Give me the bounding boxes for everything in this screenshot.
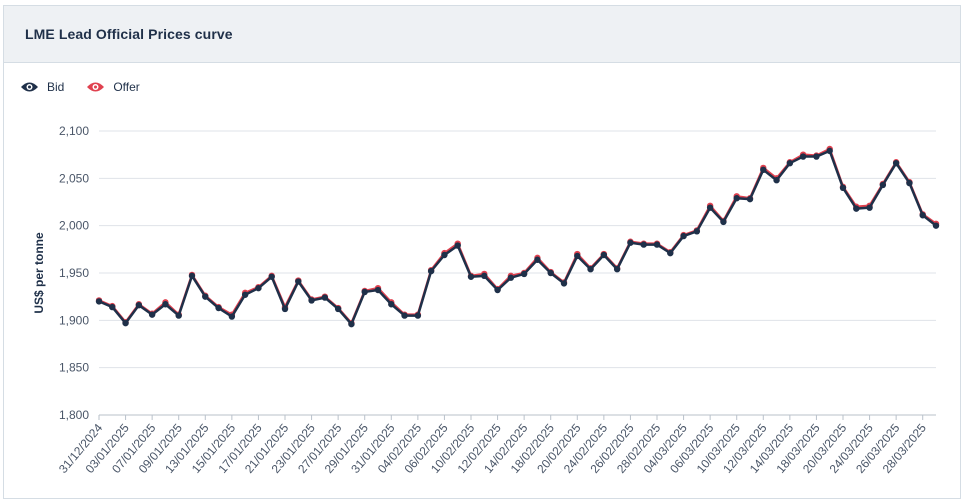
data-point-bid[interactable] [653,241,661,248]
data-point-bid[interactable] [906,179,913,187]
data-point-bid[interactable] [574,252,581,260]
data-point-bid[interactable] [640,241,647,248]
data-point-bid[interactable] [786,159,794,167]
y-tick-label: 1,950 [59,266,89,280]
data-point-bid[interactable] [481,272,488,280]
data-point-bid[interactable] [560,280,568,287]
data-point-bid[interactable] [746,195,754,203]
data-point-bid[interactable] [534,256,541,263]
data-point-bid[interactable] [613,266,621,273]
data-point-bid[interactable] [693,228,701,235]
data-point-bid[interactable] [268,273,275,280]
data-point-bid[interactable] [853,205,860,212]
data-point-bid[interactable] [427,267,435,275]
legend-label-bid: Bid [47,80,65,94]
series-bid [95,147,940,328]
data-point-bid[interactable] [454,242,461,249]
series-line-bid [98,149,937,326]
series-offer [95,145,940,327]
data-point-bid[interactable] [507,274,515,281]
data-point-bid[interactable] [520,270,528,278]
data-point-bid[interactable] [932,222,940,229]
data-point-bid[interactable] [799,153,807,160]
data-point-bid[interactable] [202,293,209,300]
y-tick-label: 1,800 [59,408,89,422]
series-layer [95,145,940,328]
data-point-bid[interactable] [760,166,767,174]
y-axis-title: US$ per tonne [32,232,46,314]
legend-item-offer[interactable]: Offer [86,80,140,94]
data-point-bid[interactable] [281,305,289,313]
chart-title: LME Lead Official Prices curve [25,26,233,42]
series-line-offer [98,147,937,325]
data-point-bid[interactable] [773,177,780,184]
gridlines [99,130,936,416]
data-point-bid[interactable] [241,291,249,298]
data-point-bid[interactable] [494,286,501,294]
chart-card: LME Lead Official Prices curve [3,5,961,499]
data-point-bid[interactable] [720,218,727,226]
data-point-bid[interactable] [667,249,674,257]
data-point-bid[interactable] [879,181,887,189]
data-point-bid[interactable] [680,232,687,240]
data-point-bid[interactable] [441,251,448,259]
data-point-bid[interactable] [467,273,475,280]
data-point-bid[interactable] [148,311,156,318]
data-point-bid[interactable] [401,312,408,319]
data-point-bid[interactable] [334,305,342,313]
y-tick-label: 1,900 [59,313,89,327]
y-axis-ticks: 1,800 1,850 1,900 1,950 2,000 2,050 2,100 [59,124,89,422]
y-tick-label: 2,050 [59,171,89,185]
data-point-bid[interactable] [547,269,554,277]
data-point-bid[interactable] [95,298,103,305]
data-point-bid[interactable] [295,278,302,285]
data-point-bid[interactable] [255,284,262,292]
legend-label-offer: Offer [113,80,140,94]
data-point-bid[interactable] [109,303,116,311]
data-point-bid[interactable] [135,301,143,309]
y-tick-label: 1,850 [59,361,89,375]
data-point-bid[interactable] [308,297,315,304]
data-point-bid[interactable] [733,195,740,202]
legend-item-bid[interactable]: Bid [20,80,64,94]
y-tick-label: 2,100 [59,124,89,138]
data-point-bid[interactable] [892,159,900,167]
data-point-bid[interactable] [826,147,833,155]
data-point-bid[interactable] [813,153,820,160]
card-header: LME Lead Official Prices curve [4,6,960,63]
data-point-bid[interactable] [706,204,714,211]
eye-icon [21,82,38,92]
data-point-bid[interactable] [374,286,382,294]
data-point-bid[interactable] [188,272,196,280]
x-axis-ticks: 31/12/202403/01/202507/01/202509/01/2025… [56,415,929,476]
data-point-bid[interactable] [321,294,329,301]
legend: Bid Offer [20,80,162,94]
data-point-bid[interactable] [388,301,395,308]
data-point-bid[interactable] [919,212,926,219]
data-point-bid[interactable] [600,251,608,259]
data-point-bid[interactable] [361,288,368,296]
data-point-bid[interactable] [627,239,634,246]
data-point-bid[interactable] [122,319,129,327]
data-point-bid[interactable] [839,184,847,191]
eye-icon [87,82,105,92]
data-point-bid[interactable] [348,320,355,328]
data-point-bid[interactable] [215,304,222,312]
y-tick-label: 2,000 [59,219,89,233]
data-point-bid[interactable] [175,312,182,319]
data-point-bid[interactable] [162,301,169,308]
data-point-bid[interactable] [866,204,873,211]
data-point-bid[interactable] [587,266,594,273]
data-point-bid[interactable] [228,313,236,320]
data-point-bid[interactable] [414,312,422,319]
